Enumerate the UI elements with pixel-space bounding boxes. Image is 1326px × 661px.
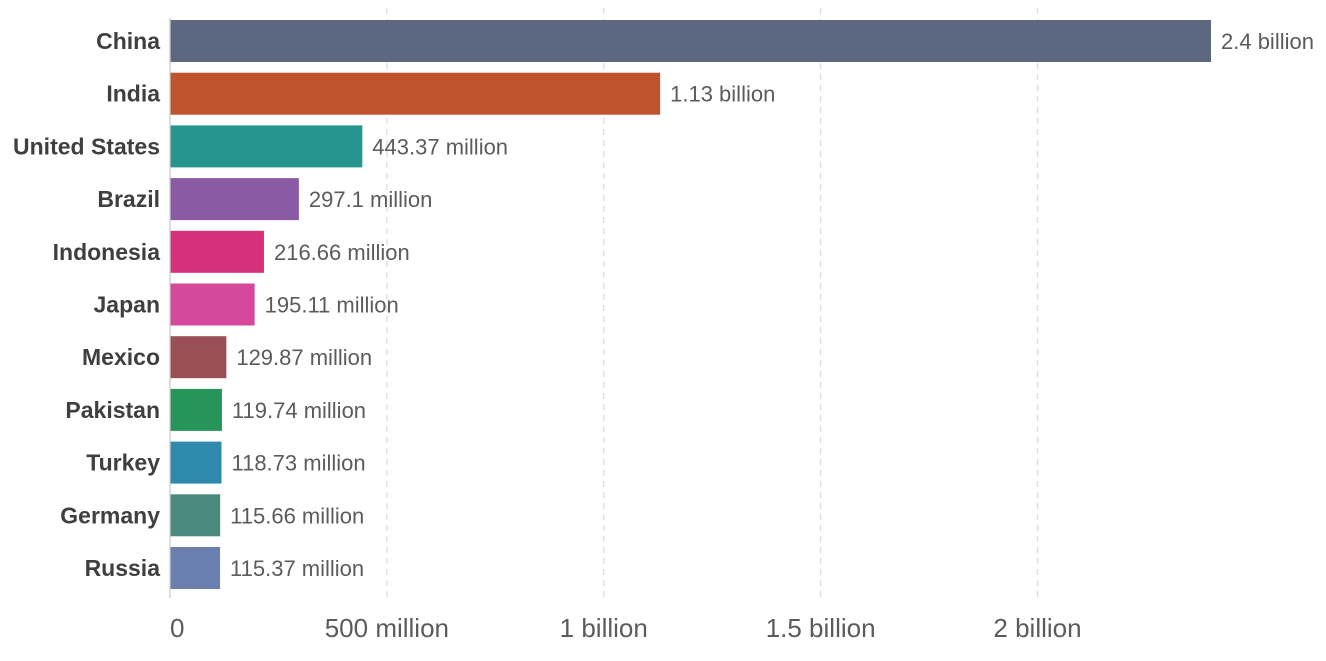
category-label: Mexico: [82, 344, 160, 370]
x-tick-label: 1.5 billion: [766, 613, 876, 643]
x-tick-label: 1 billion: [560, 613, 648, 643]
bar-china: [170, 20, 1211, 62]
category-label: Turkey: [86, 450, 160, 476]
bar-russia: [170, 547, 221, 589]
value-label: 119.74 million: [232, 398, 366, 423]
x-tick-label: 500 million: [325, 613, 449, 643]
labels-layer: China 2.4 billion India 1.13 billion United …: [13, 28, 1314, 581]
axis-layer: 0 500 million 1 billion 1.5 billion 2 billio…: [169, 18, 1082, 643]
value-label: 2.4 billion: [1221, 29, 1314, 54]
x-tick-label: 2 billion: [993, 613, 1081, 643]
bar-united-states: [170, 125, 363, 168]
bar-germany: [170, 494, 221, 537]
bar-japan: [170, 283, 255, 326]
bar-pakistan: [170, 388, 222, 431]
category-label: Japan: [94, 292, 160, 318]
value-label: 115.37 million: [230, 556, 364, 581]
value-label: 1.13 billion: [670, 82, 775, 107]
value-label: 195.11 million: [265, 293, 399, 318]
category-label: United States: [13, 133, 160, 159]
category-label: India: [106, 81, 160, 107]
category-label: Brazil: [97, 186, 160, 212]
bars-layer: [170, 20, 1211, 589]
value-label: 216.66 million: [274, 240, 410, 265]
bar-turkey: [170, 441, 222, 484]
category-label: Russia: [85, 555, 161, 581]
value-label: 118.73 million: [231, 451, 365, 476]
bar-mexico: [170, 336, 227, 379]
bar-india: [170, 72, 661, 115]
x-tick-label: 0: [170, 613, 184, 643]
category-label: Indonesia: [53, 239, 161, 265]
bar-brazil: [170, 178, 299, 221]
category-label: Pakistan: [65, 397, 160, 423]
value-label: 297.1 million: [309, 187, 433, 212]
value-label: 443.37 million: [372, 134, 508, 159]
value-label: 115.66 million: [230, 503, 364, 528]
bar-indonesia: [170, 230, 264, 273]
value-label: 129.87 million: [236, 345, 372, 370]
category-label: China: [96, 28, 160, 54]
category-label: Germany: [60, 502, 160, 528]
